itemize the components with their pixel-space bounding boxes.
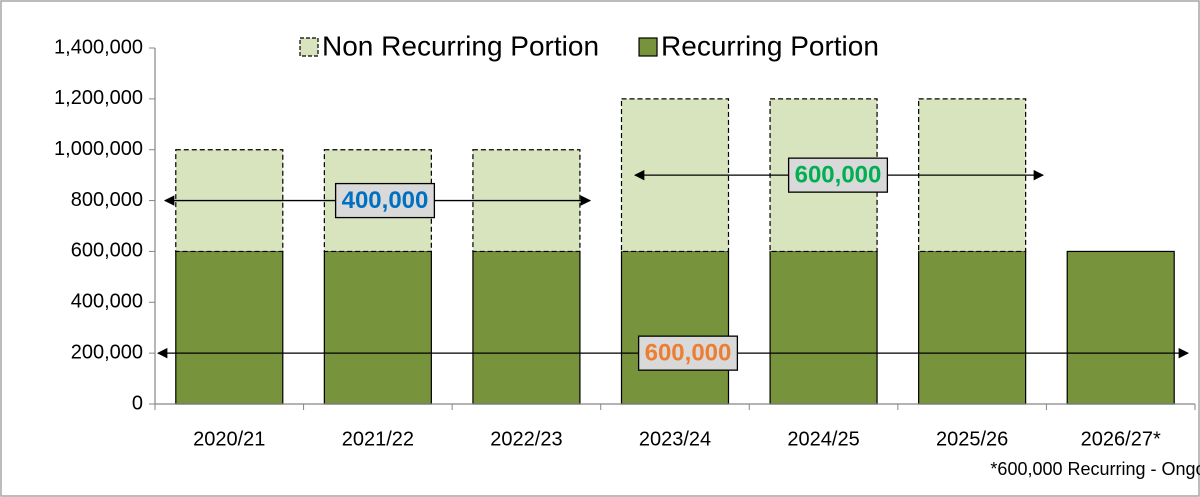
bar-segment xyxy=(1066,250,1175,405)
y-tick-label: 600,000 xyxy=(71,240,143,262)
bar-segment xyxy=(323,250,432,405)
x-tick-label: 2020/21 xyxy=(193,428,265,450)
y-tick-label: 400,000 xyxy=(71,291,143,313)
legend-label: Recurring Portion xyxy=(661,30,879,61)
legend-swatch xyxy=(299,37,319,57)
bar-segment xyxy=(175,250,284,405)
y-tick-label: 1,400,000 xyxy=(54,36,143,58)
x-tick-label: 2021/22 xyxy=(342,428,414,450)
y-tick-label: 800,000 xyxy=(71,189,143,211)
y-tick-label: 1,000,000 xyxy=(54,138,143,160)
bar-segment xyxy=(918,250,1027,405)
annotation-box xyxy=(637,335,739,371)
annotation-box xyxy=(787,157,889,193)
bar-segment xyxy=(620,250,730,405)
bar-segment xyxy=(769,250,878,405)
x-tick-label: 2022/23 xyxy=(490,428,562,450)
y-tick-label: 200,000 xyxy=(71,341,143,363)
footnote: *600,000 Recurring - Ongoing xyxy=(990,459,1200,479)
x-tick-label: 2025/26 xyxy=(936,428,1008,450)
annotation-label: 400,000 xyxy=(342,187,429,214)
x-tick-label: 2024/25 xyxy=(787,428,859,450)
y-tick-label: 1,200,000 xyxy=(54,87,143,109)
bar-segment xyxy=(472,250,581,405)
legend-swatch xyxy=(638,37,658,57)
annotation-label: 600,000 xyxy=(645,339,732,366)
x-tick-label: 2023/24 xyxy=(639,428,711,450)
annotation-box xyxy=(334,182,436,219)
y-tick-label: 0 xyxy=(132,392,143,414)
legend-label: Non Recurring Portion xyxy=(322,30,599,61)
annotation-label: 600,000 xyxy=(795,161,882,188)
x-tick-label: 2026/27* xyxy=(1081,428,1161,450)
